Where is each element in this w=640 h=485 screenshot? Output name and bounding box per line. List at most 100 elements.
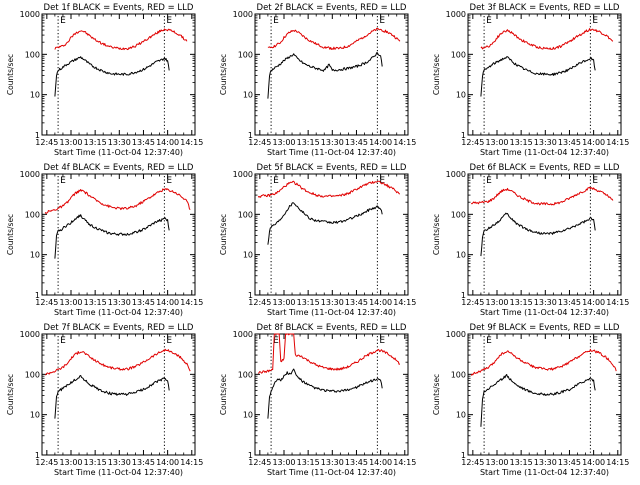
x-tick-label: 14:15 [180,138,203,147]
x-tick-label: 14:15 [393,458,416,467]
x-tick-label: 14:15 [393,138,416,147]
x-tick-label: 13:30 [321,298,344,307]
y-tick-label: 10 [243,91,253,100]
eclipse-marker-label: E [60,336,66,346]
x-tick-label: 13:15 [84,458,107,467]
plot-frame [254,13,409,136]
x-tick-label: 13:45 [132,458,155,467]
panel-det-2: Det 2f BLACK = Events, RED = LLD 1 10 100 10… [219,3,416,157]
y-tick-label: 10 [243,251,253,260]
x-axis-label: Start Time (11-Oct-04 12:37:40) [267,148,396,157]
x-tick-label: 14:00 [156,458,179,467]
y-tick-label: 1 [35,451,40,460]
events-series-line [480,212,596,257]
x-tick-label: 13:30 [321,138,344,147]
y-tick-label: 100 [25,210,40,219]
x-tick-label: 14:00 [156,138,179,147]
x-tick-label: 13:30 [534,298,557,307]
x-axis-label: Start Time (11-Oct-04 12:37:40) [54,148,183,157]
x-tick-label: 13:15 [297,458,320,467]
x-tick-label: 13:15 [510,298,533,307]
x-tick-label: 13:45 [345,298,368,307]
eclipse-marker-label: E [273,336,279,346]
x-axis-label: Start Time (11-Oct-04 12:37:40) [480,308,609,317]
y-tick-label: 1 [248,131,253,140]
panel-title: Det 5f BLACK = Events, RED = LLD [257,163,407,173]
panel-title: Det 7f BLACK = Events, RED = LLD [44,323,194,333]
eclipse-marker-label: E [166,16,172,26]
x-axis-label: Start Time (11-Oct-04 12:37:40) [267,468,396,477]
eclipse-marker-label: E [273,176,279,186]
x-tick-label: 12:45 [461,298,484,307]
panel-det-1: Det 1f BLACK = Events, RED = LLD 1 10 100 10… [6,3,203,157]
eclipse-marker-label: E [60,176,66,186]
events-series-line [54,375,170,419]
y-axis-label: Counts/sec [219,374,228,415]
x-tick-label: 13:00 [59,138,82,147]
eclipse-marker-label: E [486,16,492,26]
panel-det-5: Det 5f BLACK = Events, RED = LLD 1 10 100 10… [219,163,416,317]
x-tick-label: 13:00 [485,138,508,147]
y-tick-label: 1 [248,451,253,460]
y-tick-label: 1000 [233,170,253,179]
eclipse-marker-label: E [379,176,385,186]
panel-det-7: Det 7f BLACK = Events, RED = LLD 1 10 100 10… [6,323,203,477]
panel-title: Det 3f BLACK = Events, RED = LLD [470,3,620,13]
y-tick-label: 100 [238,50,253,59]
x-tick-label: 14:00 [582,298,605,307]
x-tick-label: 13:45 [132,138,155,147]
x-tick-label: 13:00 [272,458,295,467]
y-tick-label: 10 [30,411,40,420]
x-tick-label: 13:00 [272,298,295,307]
x-tick-label: 12:45 [248,458,271,467]
lld-series-line [44,188,191,214]
eclipse-marker-label: E [486,336,492,346]
lld-series-line [267,27,401,50]
x-tick-label: 14:15 [393,298,416,307]
x-tick-label: 12:45 [248,298,271,307]
plot-frame [467,173,622,296]
lld-series-line [470,348,617,376]
plot-frame [467,13,622,136]
eclipse-marker-label: E [379,336,385,346]
y-axis-label: Counts/sec [6,54,15,95]
eclipse-marker-label: E [379,16,385,26]
x-tick-label: 14:00 [156,298,179,307]
y-tick-label: 10 [30,251,40,260]
y-tick-label: 1000 [446,170,466,179]
y-axis-label: Counts/sec [6,214,15,255]
eclipse-marker-label: E [486,176,492,186]
x-tick-label: 13:30 [534,138,557,147]
x-tick-label: 14:00 [369,138,392,147]
lld-series-line [45,348,191,376]
x-tick-label: 12:45 [461,138,484,147]
lld-series-line [257,333,401,374]
x-tick-label: 14:15 [180,458,203,467]
x-tick-label: 13:00 [485,458,508,467]
y-tick-label: 100 [238,370,253,379]
y-tick-label: 10 [30,91,40,100]
y-tick-label: 100 [25,370,40,379]
x-tick-label: 14:15 [606,138,629,147]
x-tick-label: 12:45 [461,458,484,467]
y-tick-label: 1000 [446,10,466,19]
panel-title: Det 1f BLACK = Events, RED = LLD [44,3,194,13]
plot-frame [41,13,196,136]
x-tick-label: 13:45 [558,298,581,307]
x-tick-label: 12:45 [35,458,58,467]
panel-det-3: Det 3f BLACK = Events, RED = LLD 1 10 100 10… [432,3,629,157]
x-tick-label: 13:45 [345,138,368,147]
x-tick-label: 13:30 [108,138,131,147]
eclipse-marker-label: E [273,16,279,26]
y-tick-label: 10 [456,411,466,420]
x-tick-label: 13:30 [108,298,131,307]
x-tick-label: 14:00 [582,458,605,467]
events-series-line [480,56,596,97]
x-tick-label: 14:00 [582,138,605,147]
y-tick-label: 10 [456,91,466,100]
lld-series-line [480,28,614,50]
y-axis-label: Counts/sec [432,374,441,415]
x-tick-label: 13:15 [84,298,107,307]
y-tick-label: 100 [238,210,253,219]
